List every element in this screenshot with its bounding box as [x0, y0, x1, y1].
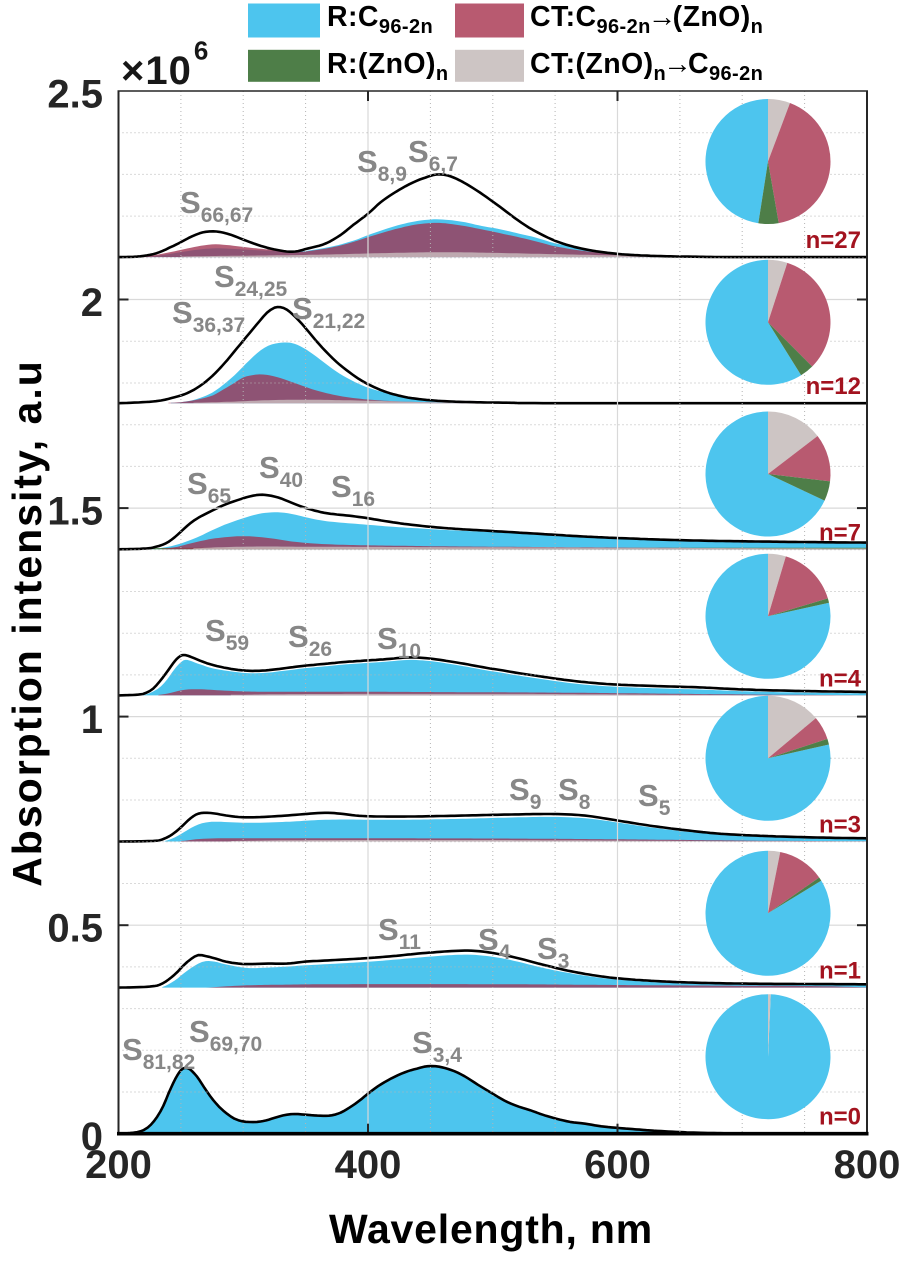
- svg-text:0.5: 0.5: [47, 907, 103, 951]
- svg-text:800: 800: [834, 1143, 900, 1187]
- svg-text:1: 1: [81, 698, 103, 742]
- svg-text:n=27: n=27: [806, 227, 861, 254]
- svg-text:2: 2: [81, 281, 103, 325]
- svg-text:400: 400: [335, 1143, 402, 1187]
- svg-text:n=12: n=12: [806, 373, 861, 400]
- svg-text:200: 200: [85, 1143, 152, 1187]
- svg-text:n=1: n=1: [819, 958, 861, 985]
- svg-text:Absorption intensity, a.u: Absorption intensity, a.u: [4, 359, 50, 887]
- svg-text:n=4: n=4: [819, 665, 862, 692]
- svg-text:0: 0: [81, 1115, 103, 1159]
- svg-text:n=3: n=3: [819, 812, 861, 839]
- svg-text:Wavelength, nm: Wavelength, nm: [329, 1206, 653, 1252]
- svg-text:n=7: n=7: [819, 519, 861, 546]
- svg-text:n=0: n=0: [819, 1104, 861, 1131]
- svg-text:CT:(ZnO)n→C96-2n: CT:(ZnO)n→C96-2n: [530, 48, 763, 85]
- svg-text:R:(ZnO)n: R:(ZnO)n: [327, 48, 448, 85]
- svg-text:1.5: 1.5: [47, 490, 103, 534]
- svg-text:600: 600: [584, 1143, 651, 1187]
- svg-text:2.5: 2.5: [47, 73, 103, 117]
